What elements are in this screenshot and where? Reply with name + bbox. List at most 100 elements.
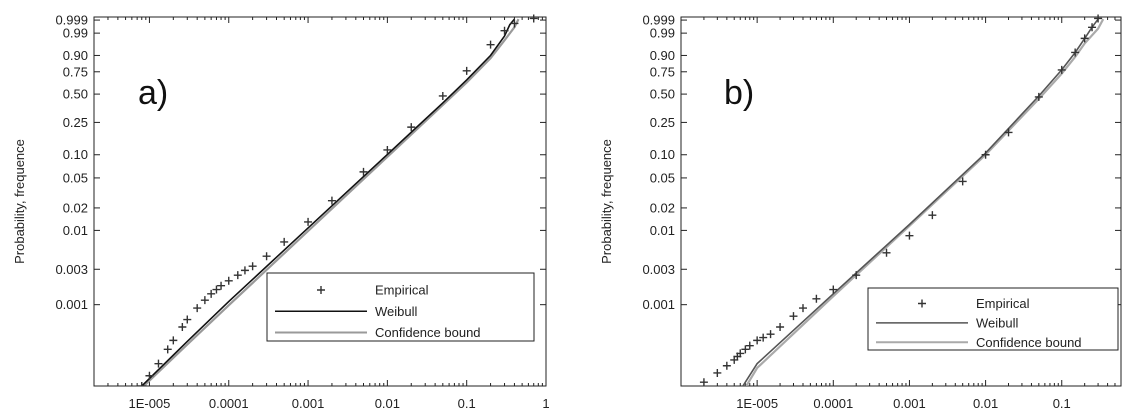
panel-a-y-tick-label: 0.90 bbox=[63, 48, 88, 63]
panel-b-y-tick-label: 0.05 bbox=[650, 170, 675, 185]
panel-b-empirical-point bbox=[745, 341, 754, 350]
panel-b-legend-label: Weibull bbox=[976, 315, 1019, 330]
panel-b-empirical-point bbox=[928, 211, 937, 220]
panel-b-x-tick-label: 0.1 bbox=[1053, 396, 1071, 411]
panel-a-empirical-point bbox=[438, 91, 447, 100]
panel-b-empirical-point bbox=[722, 361, 731, 370]
panel-a-empirical-point bbox=[529, 14, 538, 23]
panel-b-legend-label: Empirical bbox=[976, 296, 1030, 311]
panel-b-empirical-point bbox=[981, 150, 990, 159]
panel-b-empirical-point bbox=[1094, 14, 1103, 23]
panel-b-x-tick-label: 1E-005 bbox=[736, 396, 778, 411]
panel-b-empirical-point bbox=[713, 368, 722, 377]
panel-a-empirical-point bbox=[154, 359, 163, 368]
panel-b-x-tick-label: 0.01 bbox=[973, 396, 998, 411]
panel-b-plot-frame bbox=[680, 16, 1122, 387]
panel-b-empirical-point bbox=[1088, 23, 1097, 32]
panel-a-empirical-point bbox=[327, 196, 336, 205]
panel-b-y-axis-label: Probability, frequence bbox=[599, 139, 614, 264]
panel-a-weibull-line bbox=[141, 18, 516, 386]
panel-b-y-tick-label: 0.10 bbox=[650, 147, 675, 162]
panel-a-legend-label: Weibull bbox=[375, 304, 418, 319]
panel-b-y-tick-label: 0.01 bbox=[650, 223, 675, 238]
panel-a-y-tick-label: 0.05 bbox=[63, 170, 88, 185]
panel-a-empirical-point bbox=[486, 40, 495, 49]
panel-a-legend-label: Confidence bound bbox=[375, 325, 481, 340]
panel-a-y-tick-label: 0.50 bbox=[63, 87, 88, 102]
panel-a-y-tick-label: 0.25 bbox=[63, 115, 88, 130]
panel-a-empirical-point bbox=[240, 266, 249, 275]
panel-a-x-tick-label: 1 bbox=[542, 396, 549, 411]
panel-a-plot-frame bbox=[93, 16, 547, 387]
panel-a-y-tick-label: 0.02 bbox=[63, 200, 88, 215]
panel-a-empirical-point bbox=[212, 285, 221, 294]
panel-a-empirical-point bbox=[233, 271, 242, 280]
panel-b-empirical-point bbox=[789, 312, 798, 321]
panel-a-empirical-point bbox=[178, 322, 187, 331]
panel-b-empirical-point bbox=[759, 333, 768, 342]
panel-b-y-tick-label: 0.99 bbox=[650, 26, 675, 41]
panel-b-x-tick-label: 0.0001 bbox=[813, 396, 853, 411]
panel-b-legend-label: Confidence bound bbox=[976, 335, 1082, 350]
panel-a-legend-box bbox=[266, 272, 535, 342]
panel-b-empirical-point bbox=[1071, 48, 1080, 57]
panel-b-empirical-point bbox=[776, 322, 785, 331]
panel-a-y-tick-label: 0.10 bbox=[63, 147, 88, 162]
panel-a-empirical-point bbox=[217, 281, 226, 290]
panel-b-empirical-point bbox=[798, 304, 807, 313]
panel-b-y-tick-label: 0.90 bbox=[650, 48, 675, 63]
panel-b-empirical-point bbox=[905, 231, 914, 240]
panel-b-empirical-point bbox=[1057, 65, 1066, 74]
panel-a-empirical-point bbox=[510, 19, 519, 28]
panel-b-y-tick-label: 0.001 bbox=[642, 297, 675, 312]
panel-a-empirical-point bbox=[137, 382, 146, 386]
panel-b-empirical-point bbox=[736, 349, 745, 358]
panel-a-y-axis-label: Probability, frequence bbox=[12, 139, 27, 264]
panel-a-empirical-point bbox=[193, 304, 202, 313]
panel-a-empirical-point bbox=[359, 167, 368, 176]
panel-a-empirical-point bbox=[224, 276, 233, 285]
panel-b-empirical-point bbox=[829, 285, 838, 294]
panel-a-empirical-point bbox=[163, 345, 172, 354]
panel-a-empirical-point bbox=[183, 315, 192, 324]
panel-b-empirical-point bbox=[882, 248, 891, 257]
panel-b-empirical-point bbox=[1080, 34, 1089, 43]
panel-b-legend-box bbox=[867, 287, 1119, 351]
panel-a-empirical-point bbox=[248, 262, 257, 271]
panel-b-empirical-point bbox=[741, 345, 750, 354]
panel-a-legend-label: Empirical bbox=[375, 283, 429, 298]
panel-b-empirical-point bbox=[852, 271, 861, 280]
panel-a-x-tick-label: 1E-005 bbox=[128, 396, 170, 411]
panel-a-y-tick-label: 0.999 bbox=[55, 13, 88, 28]
panel-b-empirical-point bbox=[699, 378, 708, 386]
panel-a-legend-swatch-empirical bbox=[317, 286, 325, 294]
panel-a-empirical-point bbox=[169, 336, 178, 345]
panel-a-empirical-point bbox=[280, 237, 289, 246]
panel-b-empirical-point bbox=[812, 294, 821, 303]
panel-a-empirical-point bbox=[145, 371, 154, 380]
panel-a-empirical-point bbox=[407, 123, 416, 132]
panel-b-y-tick-label: 0.25 bbox=[650, 115, 675, 130]
panel-b-panel-label: b) bbox=[724, 74, 754, 112]
panel-a-y-tick-label: 0.75 bbox=[63, 64, 88, 79]
panel-b-empirical-point bbox=[1004, 128, 1013, 137]
panel-a-confidence-bound-line bbox=[143, 18, 520, 386]
panel-b-y-tick-label: 0.003 bbox=[642, 262, 675, 277]
panel-a-empirical-point bbox=[304, 217, 313, 226]
panel-b-empirical-point bbox=[958, 177, 967, 186]
panel-a-y-tick-label: 0.001 bbox=[55, 297, 88, 312]
panel-b-y-tick-label: 0.50 bbox=[650, 87, 675, 102]
panel-a-x-tick-label: 0.01 bbox=[375, 396, 400, 411]
panel-a-y-tick-label: 0.01 bbox=[63, 223, 88, 238]
panel-b-y-tick-label: 0.999 bbox=[642, 13, 675, 28]
panel-a-y-tick-label: 0.99 bbox=[63, 26, 88, 41]
panel-a-x-tick-label: 0.1 bbox=[458, 396, 476, 411]
panel-a-empirical-point bbox=[207, 289, 216, 298]
panel-a-y-tick-label: 0.003 bbox=[55, 262, 88, 277]
panel-b-empirical-point bbox=[753, 336, 762, 345]
panel-b-y-tick-label: 0.75 bbox=[650, 64, 675, 79]
panel-a-x-tick-label: 0.0001 bbox=[209, 396, 249, 411]
panel-b-empirical-point bbox=[1034, 92, 1043, 101]
panel-a-empirical-point bbox=[500, 26, 509, 35]
